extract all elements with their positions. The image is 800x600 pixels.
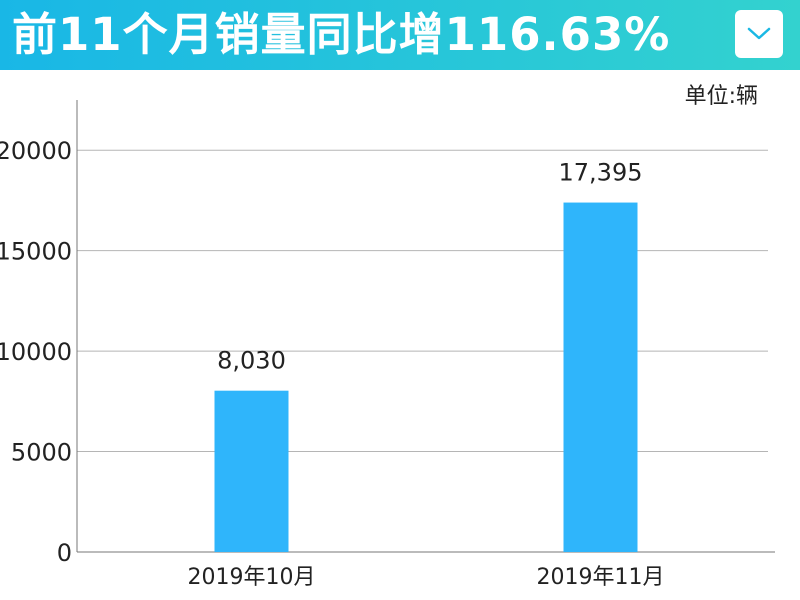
data-label: 8,030 (217, 347, 286, 375)
x-tick-label: 2019年10月 (188, 565, 316, 590)
page-title: 前11个月销量同比增116.63% (12, 8, 671, 61)
unit-label: 单位:辆 (684, 84, 758, 109)
y-tick-label: 0 (57, 539, 72, 567)
x-tick-label: 2019年11月 (537, 565, 665, 590)
y-tick-label: 15000 (0, 238, 72, 266)
chevron-down-icon (747, 27, 771, 40)
y-tick-label: 5000 (11, 439, 72, 467)
header-bar: 前11个月销量同比增116.63% (0, 0, 800, 70)
y-tick-label: 10000 (0, 338, 72, 366)
bar (563, 202, 638, 552)
data-label: 17,395 (559, 159, 643, 187)
y-tick-label: 20000 (0, 137, 72, 165)
dropdown-button[interactable] (735, 10, 783, 58)
bar (214, 390, 289, 552)
